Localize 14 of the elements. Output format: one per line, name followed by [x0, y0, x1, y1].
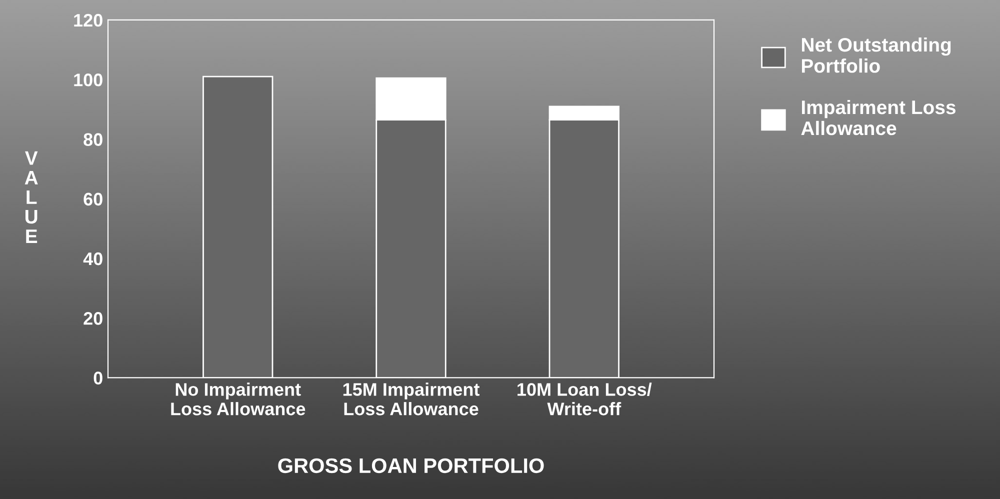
legend-label: Impairment Loss Allowance	[801, 100, 956, 136]
y-tick-label: 40	[83, 252, 102, 266]
y-tick-label: 120	[74, 14, 102, 27]
y-tick-label: 80	[84, 133, 102, 146]
x-tick-label: 15M Impairment Loss Allowance	[343, 382, 480, 416]
y-tick-label: 100	[74, 74, 102, 86]
y-tick-label: 60	[84, 192, 102, 206]
x-tick-label: 10M Loan Loss/ Write-off	[518, 382, 652, 416]
y-tick-label: 0	[94, 372, 102, 384]
legend-label: Net Outstanding Portfolio	[802, 37, 951, 73]
x-tick-label: No Impairment Loss Allowance	[171, 382, 306, 416]
x-axis-title: GROSS LOAN PORTFOLIO	[278, 458, 544, 474]
y-axis-title: VALUE	[24, 151, 38, 243]
y-tick-label: 20	[84, 312, 102, 325]
